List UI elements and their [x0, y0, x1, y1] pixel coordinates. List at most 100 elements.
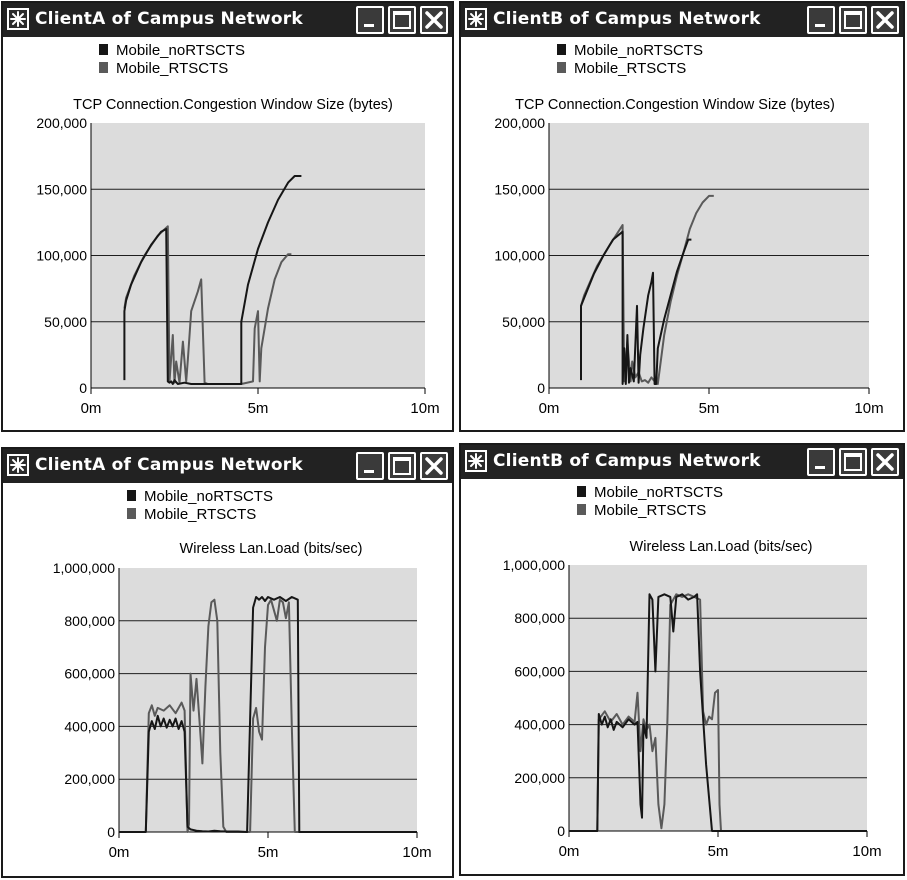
y-tick-label: 200,000	[514, 770, 565, 786]
y-tick-label: 100,000	[494, 248, 545, 264]
app-asterisk-icon	[7, 8, 29, 30]
minimize-icon	[364, 470, 374, 473]
window-title: ClientA of Campus Network	[35, 455, 303, 475]
window-title: ClientA of Campus Network	[35, 9, 303, 29]
maximize-button[interactable]	[839, 448, 867, 476]
minimize-button[interactable]	[807, 6, 835, 34]
legend-swatch	[127, 508, 136, 519]
x-tick-label: 5m	[258, 844, 279, 861]
legend-swatch	[577, 486, 586, 497]
series-line-mobile-nortscts	[569, 593, 867, 832]
window-bottom-right: ClientB of Campus Network Mobile_noRTSCT…	[459, 443, 905, 876]
x-tick-label: 0m	[109, 844, 130, 861]
y-tick-label: 200,000	[36, 115, 87, 131]
window-top-left: ClientA of Campus Network Mobile_noRTSCT…	[1, 1, 454, 432]
legend-swatch	[127, 490, 136, 501]
maximize-icon	[844, 453, 862, 471]
y-tick-label: 0	[537, 380, 545, 396]
maximize-icon	[393, 11, 411, 29]
app-asterisk-icon	[465, 8, 487, 30]
maximize-button[interactable]	[388, 6, 416, 34]
y-tick-label: 150,000	[36, 181, 87, 197]
series-line-mobile-rtscts	[123, 225, 292, 385]
chart-title: Wireless Lan.Load (bits/sec)	[180, 541, 363, 557]
minimize-icon	[364, 24, 374, 27]
x-tick-label: 10m	[410, 400, 439, 417]
chart-title: TCP Connection.Congestion Window Size (b…	[73, 97, 393, 113]
app-asterisk-icon	[465, 450, 487, 472]
close-icon	[876, 453, 894, 471]
x-tick-label: 0m	[81, 400, 102, 417]
legend-entry: Mobile_RTSCTS	[574, 60, 686, 77]
series-line-mobile-nortscts	[123, 175, 302, 385]
close-button[interactable]	[420, 452, 448, 480]
y-tick-label: 1,000,000	[503, 557, 565, 573]
y-tick-label: 0	[107, 824, 115, 840]
minimize-button[interactable]	[356, 6, 384, 34]
chart-title: TCP Connection.Congestion Window Size (b…	[515, 97, 835, 113]
maximize-button[interactable]	[839, 6, 867, 34]
legend-entry: Mobile_RTSCTS	[594, 502, 706, 519]
y-tick-label: 400,000	[514, 717, 565, 733]
close-button[interactable]	[420, 6, 448, 34]
y-tick-label: 200,000	[64, 771, 115, 787]
title-bar[interactable]: ClientA of Campus Network	[3, 3, 452, 37]
legend-entry: Mobile_noRTSCTS	[116, 42, 245, 59]
legend-swatch	[557, 44, 566, 55]
window-title: ClientB of Campus Network	[493, 451, 761, 471]
window-bottom-left: ClientA of Campus Network Mobile_noRTSCT…	[1, 447, 454, 878]
y-tick-label: 50,000	[44, 314, 87, 330]
x-tick-label: 10m	[854, 400, 883, 417]
y-tick-label: 400,000	[64, 718, 115, 734]
minimize-icon	[815, 24, 825, 27]
legend-entry: Mobile_noRTSCTS	[574, 42, 703, 59]
y-tick-label: 0	[79, 380, 87, 396]
y-tick-label: 200,000	[494, 115, 545, 131]
maximize-button[interactable]	[388, 452, 416, 480]
y-tick-label: 600,000	[514, 663, 565, 679]
series-line-mobile-rtscts	[569, 593, 867, 832]
x-tick-label: 10m	[852, 843, 881, 860]
legend-entry: Mobile_noRTSCTS	[144, 488, 273, 505]
y-tick-label: 1,000,000	[53, 560, 115, 576]
y-tick-label: 600,000	[64, 666, 115, 682]
series-line-mobile-nortscts	[580, 230, 692, 385]
window-top-right: ClientB of Campus Network Mobile_noRTSCT…	[459, 1, 905, 432]
title-bar[interactable]: ClientB of Campus Network	[461, 445, 903, 479]
chart-title: Wireless Lan.Load (bits/sec)	[630, 539, 813, 555]
app-asterisk-icon	[7, 454, 29, 476]
y-tick-label: 100,000	[36, 248, 87, 264]
close-button[interactable]	[871, 448, 899, 476]
x-tick-label: 5m	[248, 400, 269, 417]
x-tick-label: 5m	[708, 843, 729, 860]
minimize-button[interactable]	[807, 448, 835, 476]
x-tick-label: 10m	[402, 844, 431, 861]
legend-entry: Mobile_RTSCTS	[144, 506, 256, 523]
y-tick-label: 800,000	[514, 610, 565, 626]
legend-swatch	[99, 44, 108, 55]
x-tick-label: 0m	[539, 400, 560, 417]
y-tick-label: 150,000	[494, 181, 545, 197]
legend-entry: Mobile_noRTSCTS	[594, 484, 723, 501]
close-icon	[425, 457, 443, 475]
x-tick-label: 5m	[699, 400, 720, 417]
close-icon	[876, 11, 894, 29]
legend-swatch	[99, 62, 108, 73]
legend-entry: Mobile_RTSCTS	[116, 60, 228, 77]
title-bar[interactable]: ClientA of Campus Network	[3, 449, 452, 483]
title-bar[interactable]: ClientB of Campus Network	[461, 3, 903, 37]
close-button[interactable]	[871, 6, 899, 34]
y-tick-label: 800,000	[64, 613, 115, 629]
series-line-mobile-nortscts	[119, 596, 417, 833]
window-title: ClientB of Campus Network	[493, 9, 761, 29]
minimize-icon	[815, 466, 825, 469]
minimize-button[interactable]	[356, 452, 384, 480]
close-icon	[425, 11, 443, 29]
series-line-mobile-rtscts	[119, 598, 417, 833]
legend-swatch	[557, 62, 566, 73]
legend-swatch	[577, 504, 586, 515]
